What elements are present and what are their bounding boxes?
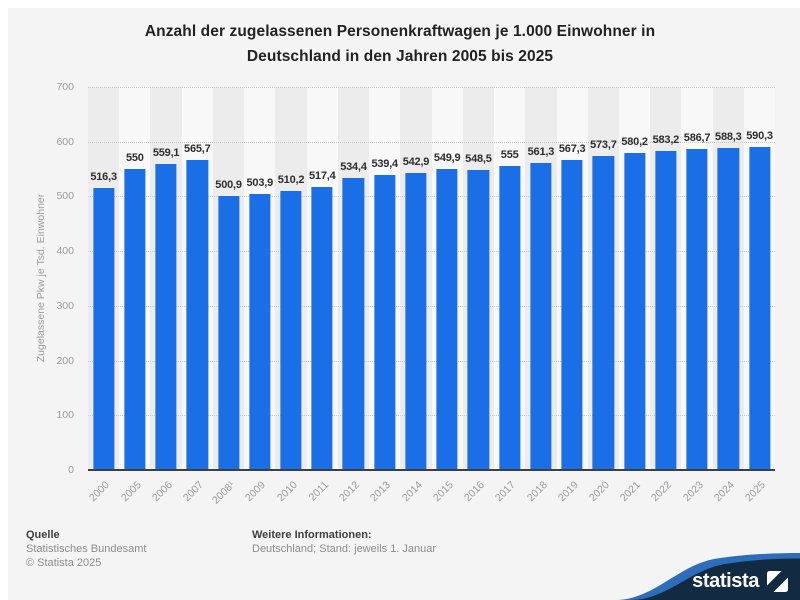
bar-value-label: 555 — [500, 149, 519, 162]
bar-value-label: 548,5 — [465, 152, 492, 165]
category-band: 503,9 2009 — [243, 87, 276, 504]
swoosh-graphic — [618, 553, 800, 600]
copyright-text: © Statista 2025 — [26, 557, 102, 569]
bar — [530, 162, 552, 470]
y-axis-tick-label: 200 — [56, 354, 74, 367]
bar — [655, 150, 677, 470]
category-band: 542,9 2014 — [399, 87, 432, 504]
bar — [155, 164, 177, 470]
bar — [686, 149, 708, 470]
bar — [717, 148, 739, 470]
category-band: 550 2005 — [118, 87, 151, 504]
bar-value-label: 561,3 — [527, 145, 555, 158]
info-text: Deutschland; Stand: jeweils 1. Januar — [252, 543, 437, 555]
bar-value-label: 549,9 — [433, 152, 461, 165]
y-axis-tick-label: 600 — [56, 135, 74, 148]
y-axis-tick-label: 100 — [56, 409, 74, 422]
bar — [249, 194, 271, 470]
info-heading: Weitere Informationen: — [252, 529, 372, 541]
bar — [467, 169, 490, 470]
bar-value-label: 573,7 — [590, 139, 617, 152]
bar — [124, 169, 146, 470]
category-band: 567,3 2019 — [556, 87, 588, 504]
info-block: Weitere Informationen: Deutschland; Stan… — [252, 528, 436, 556]
y-axis-tick-label: 0 — [68, 464, 74, 476]
category-band: 588,3 2024 — [712, 87, 744, 504]
category-band: 549,9 2015 — [431, 87, 463, 504]
category-band: 590,3 2025 — [743, 87, 776, 504]
category-band: 565,7 2007 — [181, 87, 213, 504]
bar-value-label: 583,2 — [652, 133, 680, 146]
y-axis-tick-label: 700 — [56, 81, 74, 93]
chart-title-line-2: Deutschland in den Jahren 2005 bis 2025 — [246, 48, 554, 65]
statista-logo-text: statista — [692, 570, 759, 592]
category-band: 586,7 2023 — [681, 87, 713, 504]
bar-value-label: 559,1 — [152, 147, 180, 160]
category-band: 573,7 2020 — [587, 87, 619, 504]
x-axis-line — [88, 469, 775, 471]
bar-value-label: 542,9 — [402, 155, 430, 168]
statista-badge: statista — [600, 553, 800, 600]
chart-title: Anzahl der zugelassenen Personenkraftwag… — [0, 19, 800, 69]
category-band: 559,1 2006 — [150, 87, 182, 504]
bar-value-label: 539,4 — [371, 157, 398, 170]
plot-area: 516,3 2000 550 2005 559,1 2006 565,7 2007 500,9 2… — [87, 87, 776, 506]
bar — [374, 174, 396, 470]
y-axis-tick-label: 500 — [56, 190, 74, 203]
bar-value-label: 534,4 — [340, 160, 367, 173]
source-name: Statistisches Bundesamt — [26, 543, 147, 555]
bar — [186, 160, 208, 470]
bar-value-label: 567,3 — [558, 142, 586, 155]
bar — [592, 156, 614, 470]
category-band: 534,4 2012 — [337, 87, 370, 504]
bar-value-label: 586,7 — [683, 132, 711, 144]
bar-value-label: 517,4 — [308, 169, 336, 182]
category-band: 539,4 2013 — [368, 87, 401, 504]
bar — [92, 187, 115, 470]
bar-value-label: 590,3 — [746, 130, 773, 143]
statista-logo-icon — [767, 571, 788, 592]
bar-value-label: 580,2 — [621, 135, 648, 148]
bar — [623, 152, 646, 470]
category-band: 510,2 2010 — [275, 87, 307, 504]
category-band: 548,5 2016 — [462, 87, 495, 504]
bar — [561, 159, 583, 470]
category-band: 561,3 2018 — [524, 87, 557, 504]
bar — [311, 186, 333, 470]
statista-logo: statista — [692, 571, 788, 592]
category-band: 555 2017 — [493, 87, 526, 504]
bar — [499, 166, 521, 470]
category-band: 580,2 2021 — [618, 87, 651, 504]
category-band: 583,2 2022 — [649, 87, 682, 504]
bar — [405, 172, 427, 470]
source-block: Quelle Statistisches Bundesamt © Statist… — [26, 528, 146, 570]
source-heading: Quelle — [26, 529, 60, 541]
category-band: 500,9 2008¹ — [210, 87, 245, 506]
bar-value-label: 510,2 — [277, 173, 305, 186]
chart-title-line-1: Anzahl der zugelassenen Personenkraftwag… — [144, 23, 656, 40]
bar-value-label: 565,7 — [184, 143, 211, 156]
bar-value-label: 500,9 — [215, 178, 242, 191]
y-axis-tick-label: 400 — [56, 245, 74, 258]
bar — [342, 177, 365, 470]
y-axis-tick-label: 300 — [56, 299, 74, 312]
bar-value-label: 503,9 — [246, 177, 274, 190]
bar-value-label: 550 — [125, 152, 144, 165]
bar — [436, 169, 458, 470]
bar — [748, 147, 771, 470]
bar-value-label: 516,3 — [90, 170, 117, 183]
bar — [280, 190, 302, 470]
y-axis: 0 100 200 300 400 500 600 700 — [0, 81, 78, 476]
bar — [217, 195, 240, 470]
category-band: 516,3 2000 — [87, 87, 120, 504]
category-band: 517,4 2011 — [306, 87, 338, 503]
bar-value-label: 588,3 — [715, 131, 742, 144]
